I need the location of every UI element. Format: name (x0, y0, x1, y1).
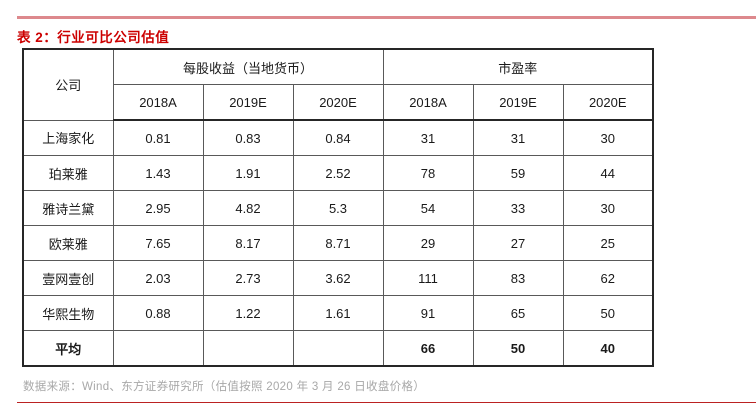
cell-value: 66 (382, 330, 474, 367)
cell-company: 欧莱雅 (22, 225, 114, 261)
cell-value: 31 (472, 119, 564, 156)
cell-value: 4.82 (202, 190, 294, 226)
cell-value: 1.61 (292, 295, 384, 331)
cell-value: 1.43 (112, 155, 204, 191)
cell-value: 1.91 (202, 155, 294, 191)
table-title: 表 2：行业可比公司估值 (17, 30, 170, 45)
cell-value: 59 (472, 155, 564, 191)
cell-value: 40 (562, 330, 654, 367)
cell-company: 壹网壹创 (22, 260, 114, 296)
cell-company: 雅诗兰黛 (22, 190, 114, 226)
table-row: 欧莱雅 7.65 8.17 8.71 29 27 25 (22, 225, 654, 261)
cell-value: 33 (472, 190, 564, 226)
cell-value: 54 (382, 190, 474, 226)
cell-value (202, 330, 294, 367)
cell-value: 44 (562, 155, 654, 191)
cell-company: 上海家化 (22, 119, 114, 156)
header-group-eps: 每股收益（当地货币） (112, 48, 384, 85)
cell-value: 2.52 (292, 155, 384, 191)
cell-value: 65 (472, 295, 564, 331)
cell-value: 50 (472, 330, 564, 367)
cell-value: 0.81 (112, 119, 204, 156)
cell-value: 78 (382, 155, 474, 191)
cell-company: 华熙生物 (22, 295, 114, 331)
cell-value: 8.71 (292, 225, 384, 261)
cell-value: 0.88 (112, 295, 204, 331)
cell-value: 91 (382, 295, 474, 331)
cell-value: 0.84 (292, 119, 384, 156)
header-year-pe-2019e: 2019E (472, 84, 564, 121)
cell-value (292, 330, 384, 367)
source-note: 数据来源：Wind、东方证券研究所（估值按照 2020 年 3 月 26 日收盘… (23, 381, 426, 393)
cell-value: 0.83 (202, 119, 294, 156)
cell-value: 3.62 (292, 260, 384, 296)
header-group-pe: 市盈率 (382, 48, 654, 85)
table-row: 珀莱雅 1.43 1.91 2.52 78 59 44 (22, 155, 654, 191)
cell-value: 1.22 (202, 295, 294, 331)
cell-value: 31 (382, 119, 474, 156)
cell-value (112, 330, 204, 367)
table-row: 华熙生物 0.88 1.22 1.61 91 65 50 (22, 295, 654, 331)
header-year-eps-2020e: 2020E (292, 84, 384, 121)
cell-value: 50 (562, 295, 654, 331)
valuation-table: 公司 每股收益（当地货币） 市盈率 2018A 2019E 2020E 2018… (22, 48, 655, 367)
cell-value: 62 (562, 260, 654, 296)
header-year-eps-2018a: 2018A (112, 84, 204, 121)
cell-value: 30 (562, 119, 654, 156)
cell-company: 珀莱雅 (22, 155, 114, 191)
cell-value: 8.17 (202, 225, 294, 261)
bottom-accent-rule (17, 402, 756, 403)
cell-value: 2.95 (112, 190, 204, 226)
header-company: 公司 (22, 48, 114, 121)
summary-row: 平均 66 50 40 (22, 330, 654, 367)
table-row: 上海家化 0.81 0.83 0.84 31 31 30 (22, 119, 654, 156)
header-year-pe-2018a: 2018A (382, 84, 474, 121)
cell-value: 5.3 (292, 190, 384, 226)
top-accent-rule (17, 16, 756, 19)
cell-value: 2.03 (112, 260, 204, 296)
cell-value: 25 (562, 225, 654, 261)
header-year-pe-2020e: 2020E (562, 84, 654, 121)
cell-company: 平均 (22, 330, 114, 367)
table-row: 雅诗兰黛 2.95 4.82 5.3 54 33 30 (22, 190, 654, 226)
header-year-eps-2019e: 2019E (202, 84, 294, 121)
cell-value: 7.65 (112, 225, 204, 261)
cell-value: 83 (472, 260, 564, 296)
cell-value: 29 (382, 225, 474, 261)
cell-value: 111 (382, 260, 474, 296)
year-header-row: 2018A 2019E 2020E 2018A 2019E 2020E (23, 84, 654, 121)
cell-value: 2.73 (202, 260, 294, 296)
table-row: 壹网壹创 2.03 2.73 3.62 111 83 62 (22, 260, 654, 296)
cell-value: 30 (562, 190, 654, 226)
group-header-row: 公司 每股收益（当地货币） 市盈率 (22, 48, 654, 121)
cell-value: 27 (472, 225, 564, 261)
